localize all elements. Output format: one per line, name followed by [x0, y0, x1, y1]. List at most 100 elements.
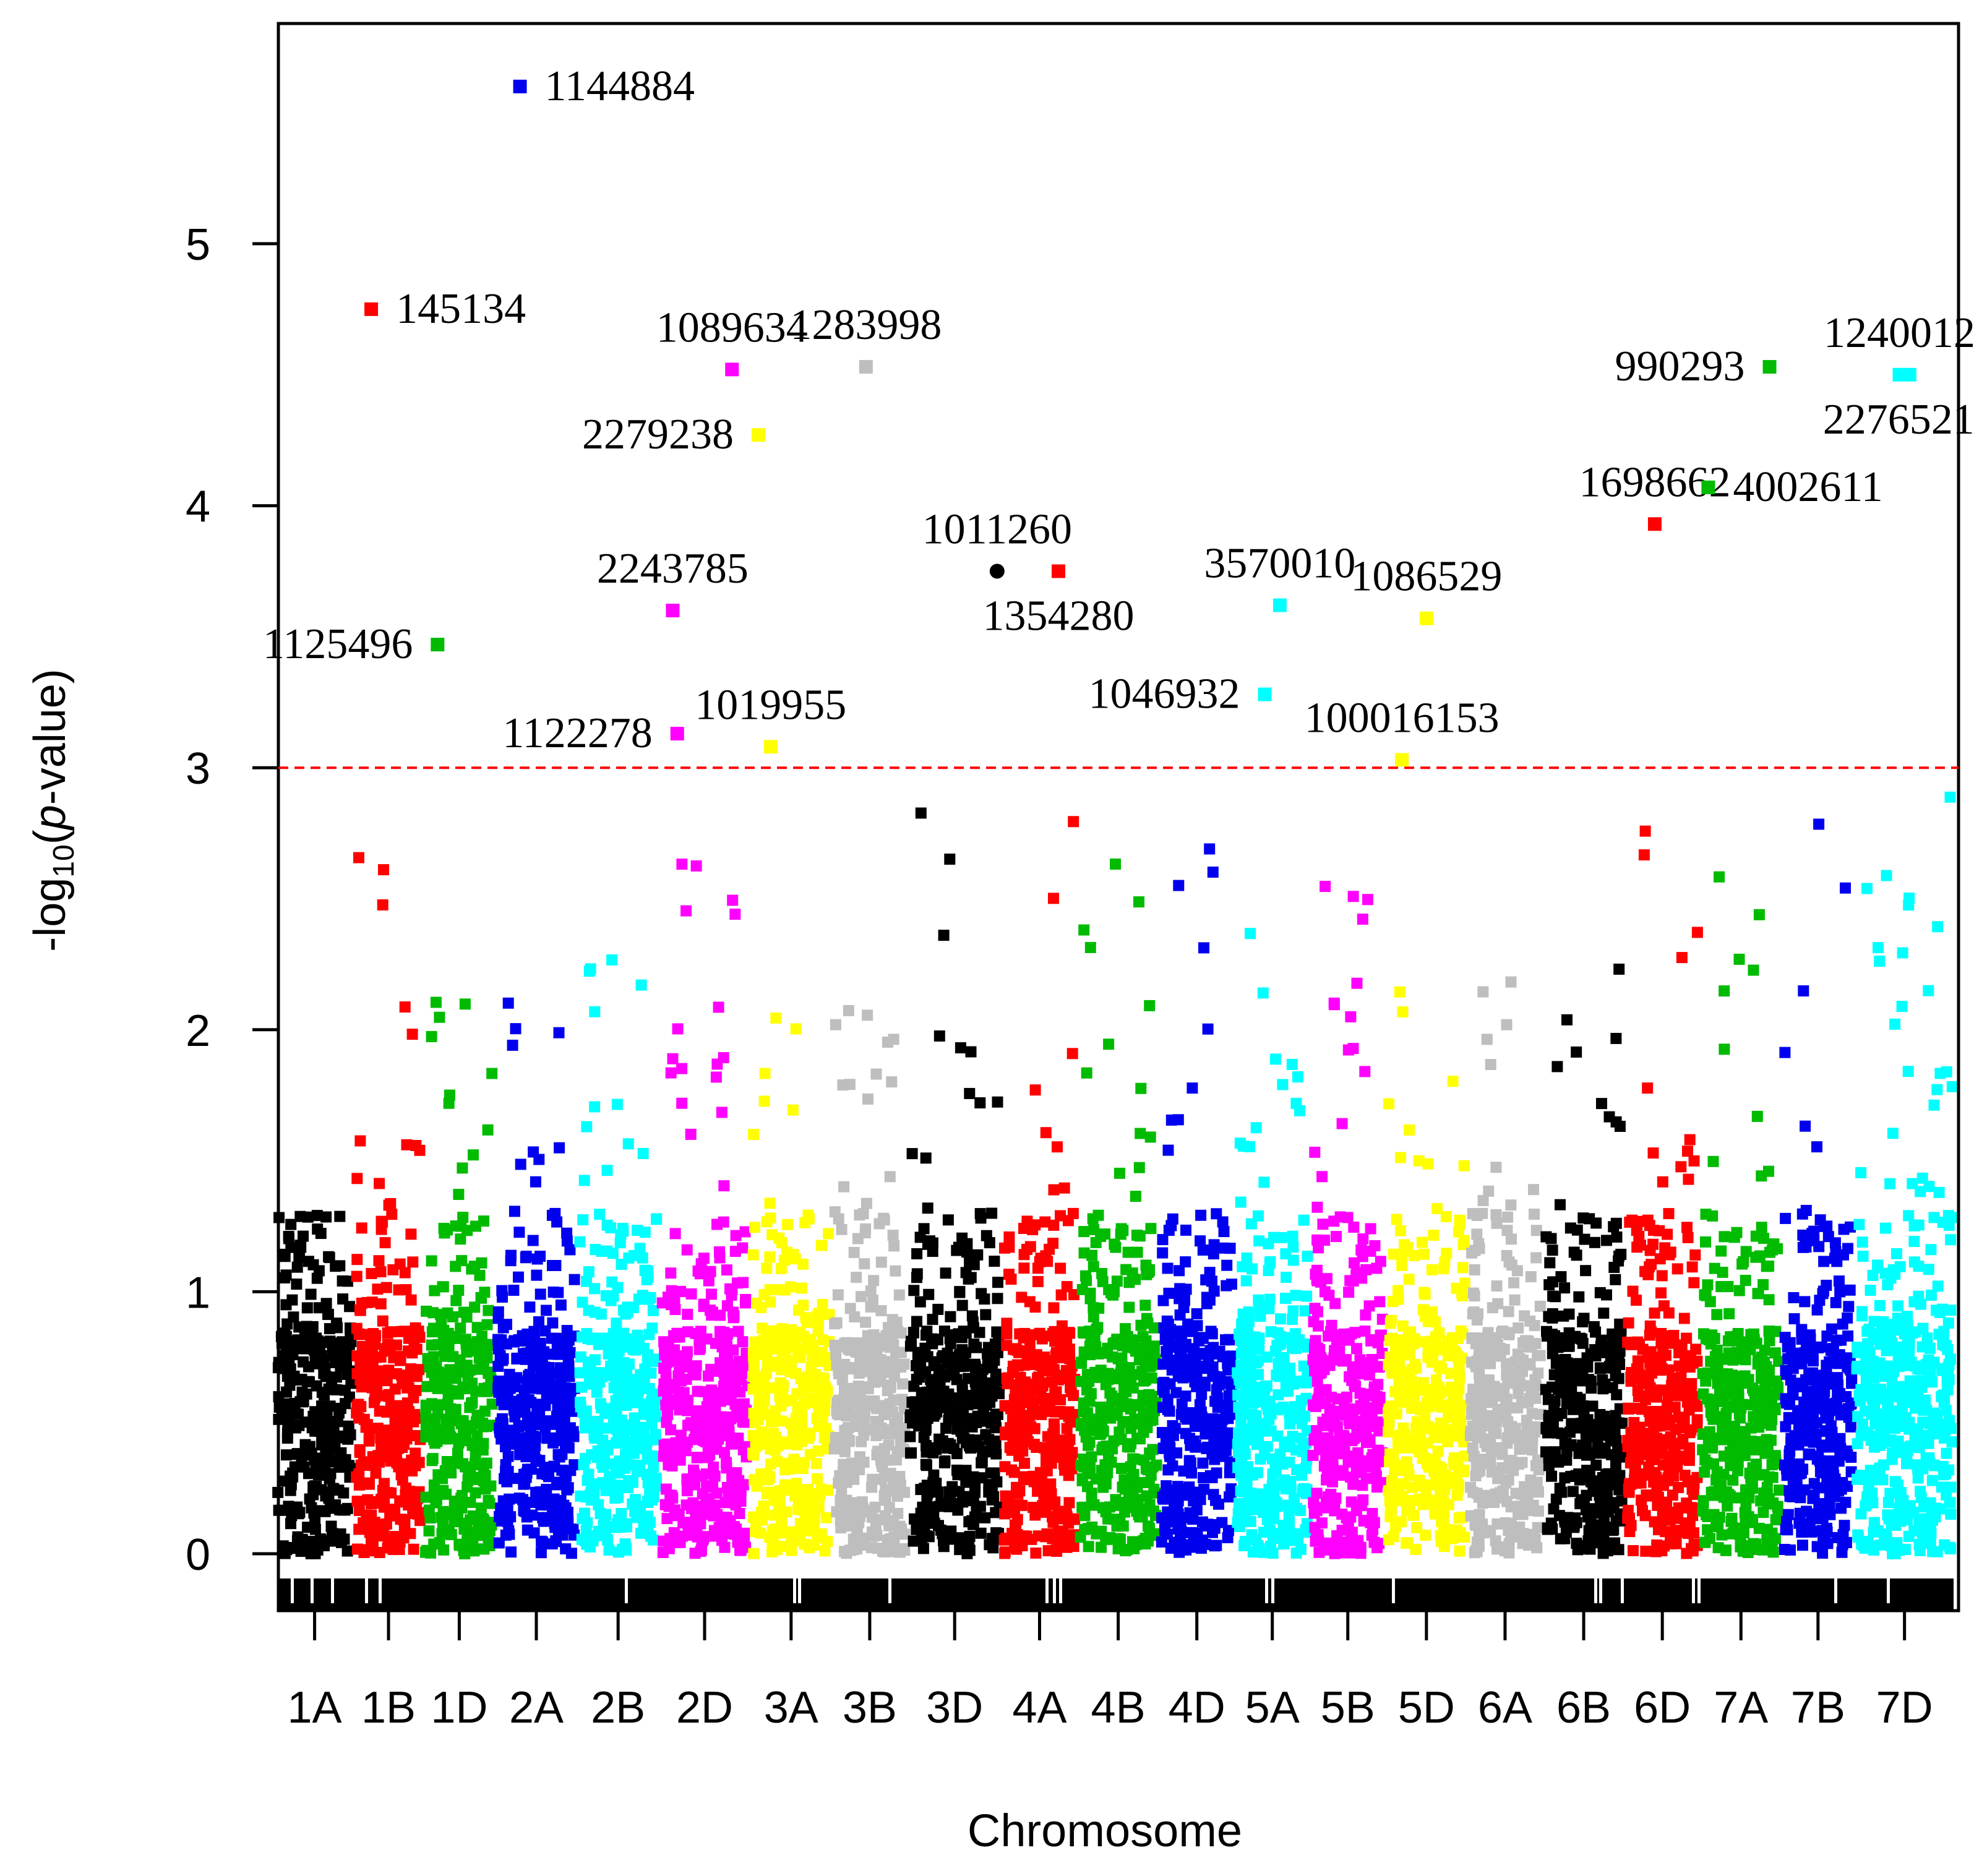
snp-point: [423, 1525, 435, 1537]
snp-point: [1418, 1452, 1430, 1464]
snp-point: [938, 1386, 950, 1397]
snp-point: [533, 1316, 544, 1327]
snp-point: [1133, 1509, 1144, 1520]
snp-point: [865, 1285, 877, 1297]
snp-point: [1055, 1262, 1066, 1274]
snp-point: [599, 1509, 611, 1520]
snp-point: [305, 1288, 317, 1300]
snp-point: [620, 1542, 632, 1554]
snp-point: [882, 1364, 893, 1376]
snp-point: [1329, 1408, 1341, 1420]
snp-point: [821, 1512, 833, 1523]
snp-point: [681, 1244, 693, 1256]
snp-point: [1390, 1521, 1401, 1533]
snp-point: [737, 1336, 749, 1348]
snp-point: [1232, 1367, 1243, 1379]
snp-point: [549, 1207, 561, 1219]
snp-point: [726, 1284, 738, 1295]
snp-point: [843, 1004, 854, 1016]
snp-point: [581, 1121, 593, 1133]
snp-point: [1238, 1481, 1250, 1493]
snp-point: [669, 1228, 681, 1240]
snp-point: [1198, 1483, 1210, 1495]
snp-point: [698, 1386, 710, 1398]
snp-point: [624, 1358, 635, 1370]
snp-point: [1191, 1308, 1203, 1319]
snp-point: [1278, 1354, 1290, 1366]
snp-point: [337, 1336, 348, 1348]
snp-point: [580, 1422, 591, 1434]
snp-point: [860, 1197, 872, 1209]
snp-point: [1269, 1053, 1281, 1065]
snp-point: [543, 1415, 555, 1427]
snp-point: [893, 1289, 905, 1301]
snp-point: [1011, 1543, 1023, 1555]
snp-point: [526, 1496, 538, 1508]
snp-point: [611, 1099, 623, 1110]
snp-point: [1311, 1264, 1323, 1276]
snp-point: [618, 1429, 630, 1441]
snp-point: [1224, 1243, 1236, 1254]
snp-point: [1079, 1424, 1091, 1436]
snp-point: [1185, 1457, 1196, 1469]
snp-point: [806, 1351, 818, 1363]
snp-point: [371, 1381, 383, 1393]
snp-point: [1180, 1428, 1191, 1439]
snp-point: [710, 1071, 722, 1083]
snp-point: [304, 1493, 315, 1505]
snp-point: [1122, 1480, 1134, 1491]
snp-point: [397, 1467, 408, 1478]
snp-point: [888, 1240, 900, 1252]
snp-point: [1250, 1503, 1261, 1515]
snp-point: [984, 1237, 995, 1249]
snp-point: [1135, 1128, 1146, 1139]
snp-point: [890, 1265, 901, 1277]
snp-point: [1144, 1131, 1156, 1143]
snp-point: [399, 1267, 411, 1279]
snp-point: [1315, 1276, 1326, 1288]
snp-point: [1253, 1301, 1265, 1313]
snp-point: [456, 1255, 468, 1267]
snp-point: [870, 1068, 882, 1080]
snp-point: [541, 1304, 552, 1316]
snp-point: [647, 1534, 659, 1546]
snp-point: [351, 1543, 363, 1555]
snp-point: [710, 1403, 721, 1415]
snp-point: [320, 1211, 332, 1223]
snp-point: [991, 1326, 1003, 1338]
snp-point: [1058, 1458, 1070, 1470]
snp-point: [1225, 1350, 1237, 1362]
snp-point: [513, 1271, 524, 1283]
snp-point: [281, 1358, 293, 1370]
snp-point: [307, 1481, 319, 1493]
snp-point: [639, 1227, 651, 1238]
snp-point: [281, 1371, 293, 1382]
snp-point: [888, 1034, 899, 1045]
snp-point: [533, 1345, 545, 1357]
snp-point: [553, 1027, 565, 1039]
snp-point: [374, 1547, 385, 1558]
snp-point: [1000, 1490, 1011, 1502]
snp-point: [1235, 1412, 1247, 1424]
snp-point: [1086, 1249, 1098, 1261]
snp-point: [927, 1237, 938, 1249]
snp-point: [1396, 1256, 1408, 1268]
snp-point: [938, 1326, 950, 1337]
snp-point: [1003, 1269, 1015, 1280]
snp-point: [508, 1285, 520, 1296]
snp-point: [1277, 1079, 1289, 1090]
snp-point: [1129, 1454, 1140, 1465]
snp-point: [451, 1385, 463, 1397]
snp-point: [703, 1497, 715, 1509]
snp-point: [543, 1471, 554, 1483]
snp-point: [530, 1176, 541, 1188]
snp-point: [917, 1543, 929, 1554]
snp-point: [1397, 1320, 1409, 1332]
snp-point: [422, 1353, 434, 1364]
snp-point: [511, 1405, 522, 1417]
snp-point: [291, 1408, 303, 1420]
snp-point: [1459, 1277, 1470, 1289]
snp-point: [770, 1405, 781, 1417]
snp-point: [1384, 1317, 1396, 1329]
snp-point: [1243, 1386, 1255, 1398]
